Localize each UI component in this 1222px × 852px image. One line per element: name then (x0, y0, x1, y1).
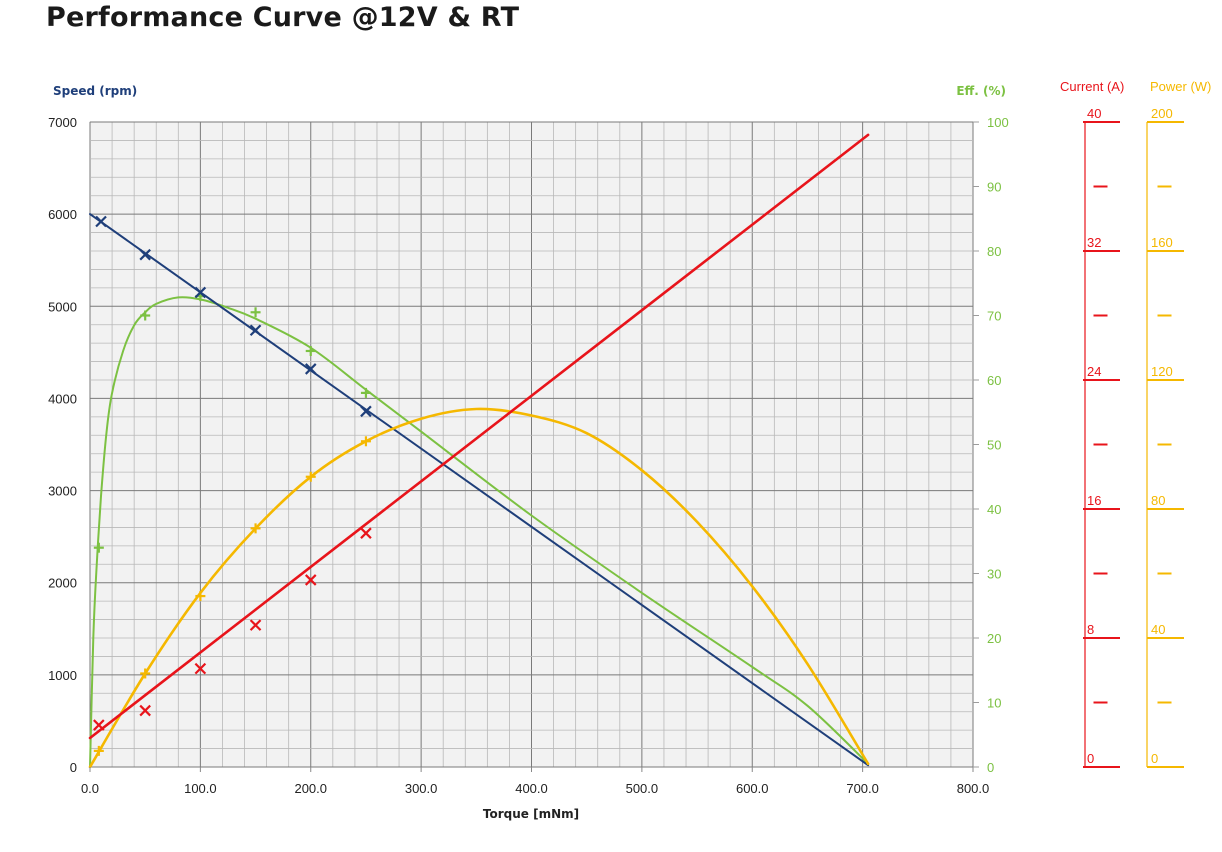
x-tick-label: 400.0 (515, 781, 548, 796)
grid (89, 121, 974, 768)
speed-marker-stroke (139, 248, 151, 261)
x-tick-label: 300.0 (405, 781, 438, 796)
current-marker-stroke (194, 662, 207, 675)
eff-tick-label: 10 (987, 696, 1001, 711)
power-axis-label: Power (W) (1150, 79, 1211, 94)
current-marker-stroke (249, 619, 262, 631)
power-marker (360, 436, 371, 447)
speed-series-line (89, 213, 870, 767)
power-marker (250, 523, 261, 534)
x-tick-label: 500.0 (626, 781, 659, 796)
current-marker-stroke (304, 574, 317, 586)
speed-tick-label: 3000 (48, 484, 77, 499)
current-marker-stroke (139, 704, 151, 717)
eff-tick-label: 30 (987, 567, 1001, 582)
x-tick-label: 700.0 (846, 781, 879, 796)
chart-title: Performance Curve @12V & RT (46, 2, 520, 33)
current-marker (93, 719, 105, 731)
current-marker (304, 574, 317, 586)
eff-tick-label: 50 (987, 438, 1001, 453)
speed-tick-label: 6000 (48, 207, 77, 222)
current-axis-label: Current (A) (1060, 79, 1124, 94)
speed-marker-stroke (304, 363, 317, 375)
current-tick-label: 8 (1087, 622, 1094, 637)
speed-marker (360, 405, 372, 418)
eff-tick-label: 0 (987, 760, 994, 775)
current-tick-label: 40 (1087, 106, 1101, 121)
eff-tick-label: 80 (987, 244, 1001, 259)
speed-axis-label: Speed (rpm) (53, 84, 137, 98)
current-tick-label: 24 (1087, 364, 1101, 379)
power-marker (305, 471, 316, 482)
current-marker-stroke (360, 527, 372, 539)
eff-tick-label: 60 (987, 373, 1001, 388)
eff-marker (305, 345, 316, 356)
eff-tick-label: 70 (987, 309, 1001, 324)
series-layer (88, 133, 870, 769)
speed-marker-stroke (95, 215, 107, 228)
x-tick-label: 100.0 (184, 781, 217, 796)
power-tick-label: 40 (1151, 622, 1165, 637)
x-tick-label: 200.0 (294, 781, 327, 796)
power-tick-label: 120 (1151, 364, 1173, 379)
speed-marker (304, 363, 317, 375)
eff-tick-label: 100 (987, 115, 1009, 130)
speed-marker-stroke (360, 405, 372, 418)
current-marker (139, 704, 151, 717)
current-tick-label: 16 (1087, 493, 1101, 508)
eff-tick-label: 40 (987, 502, 1001, 517)
power-marker (93, 745, 104, 756)
speed-marker (249, 324, 262, 337)
power-series-line (88, 407, 870, 769)
current-marker (249, 619, 262, 631)
eff-tick-label: 90 (987, 180, 1001, 195)
power-marker (195, 591, 206, 602)
power-tick-label: 80 (1151, 493, 1165, 508)
power-marker (140, 668, 151, 679)
x-tick-label: 0.0 (81, 781, 99, 796)
axes-layer: 0.0 100.0 200.0 300.0 400.0 500.0 600.0 700.0 80… (48, 79, 1211, 821)
speed-tick-label: 7000 (48, 115, 77, 130)
speed-marker (95, 215, 107, 228)
power-tick-label: 0 (1151, 751, 1158, 766)
speed-tick-label: 1000 (48, 668, 77, 683)
eff-tick-label: 20 (987, 631, 1001, 646)
x-tick-label: 600.0 (736, 781, 769, 796)
eff-axis-label: Eff. (%) (956, 84, 1006, 98)
speed-marker-stroke (194, 286, 207, 299)
speed-tick-label: 0 (70, 760, 77, 775)
current-marker (194, 662, 207, 675)
eff-marker (93, 542, 104, 553)
eff-marker (140, 310, 151, 321)
power-tick-label: 200 (1151, 106, 1173, 121)
current-tick-label: 0 (1087, 751, 1094, 766)
eff-marker (250, 307, 261, 318)
speed-tick-label: 4000 (48, 391, 77, 406)
current-marker (360, 527, 372, 539)
current-marker-stroke (93, 719, 105, 731)
power-tick-label: 160 (1151, 235, 1173, 250)
current-series-line (88, 133, 870, 740)
eff-marker (360, 387, 371, 398)
speed-tick-label: 2000 (48, 576, 77, 591)
speed-marker (139, 248, 151, 261)
x-tick-label: 800.0 (957, 781, 990, 796)
speed-marker-stroke (249, 324, 262, 337)
x-axis-label: Torque [mNm] (483, 807, 579, 821)
current-tick-label: 32 (1087, 235, 1101, 250)
speed-tick-label: 5000 (48, 299, 77, 314)
speed-marker (194, 286, 207, 299)
